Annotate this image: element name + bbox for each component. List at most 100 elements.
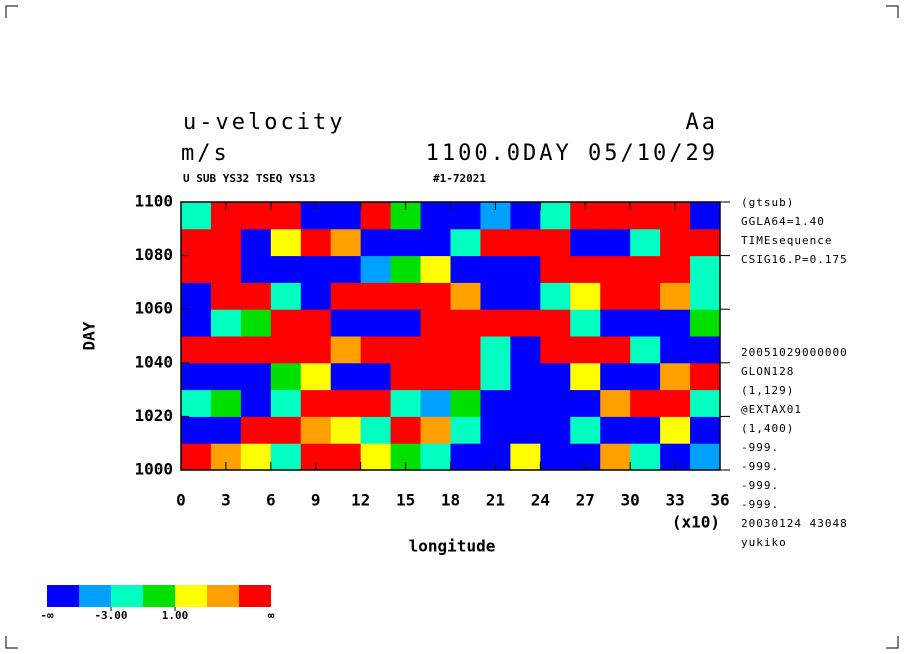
- heat-cell: [270, 389, 302, 417]
- heat-cell: [360, 416, 392, 444]
- heat-cell: [630, 389, 661, 417]
- heat-cell: [540, 336, 571, 364]
- heat-cell: [510, 228, 541, 257]
- heat-cell: [181, 336, 212, 364]
- heat-cell: [181, 228, 212, 257]
- heat-cell: [480, 282, 511, 310]
- heat-cell: [270, 362, 302, 391]
- heat-cell: [600, 309, 631, 337]
- x-axis-label: longitude: [409, 537, 496, 556]
- y-tick-label: 1060: [134, 299, 173, 318]
- x-tick-label: 3: [221, 491, 231, 510]
- heat-cell: [330, 389, 362, 417]
- heat-cell: [570, 389, 601, 417]
- colorbar-swatch: [175, 585, 207, 607]
- x-tick-label: 9: [311, 491, 321, 510]
- heat-cell: [510, 202, 541, 230]
- heat-cell: [480, 309, 511, 337]
- heat-cell: [240, 228, 272, 257]
- heat-cell: [270, 443, 302, 471]
- heat-cell: [660, 282, 691, 310]
- heat-cell: [450, 443, 481, 471]
- heat-cell: [420, 416, 451, 444]
- heat-cell: [300, 362, 332, 391]
- heat-cell: [360, 443, 392, 471]
- heat-cell: [270, 309, 302, 337]
- heat-cell: [600, 336, 631, 364]
- heat-cell: [240, 202, 272, 230]
- heat-cell: [570, 336, 601, 364]
- heat-cell: [510, 362, 541, 391]
- heat-cell: [300, 336, 332, 364]
- heat-cell: [330, 443, 362, 471]
- heat-cell: [660, 228, 691, 257]
- heat-cell: [360, 202, 392, 230]
- heat-cell: [600, 255, 631, 283]
- heat-cell: [540, 282, 571, 310]
- heat-cell: [330, 309, 362, 337]
- heat-cell: [570, 255, 601, 283]
- heat-cell: [420, 255, 451, 283]
- heat-cell: [360, 228, 392, 257]
- heat-cell: [510, 282, 541, 310]
- heat-cell: [540, 389, 571, 417]
- heat-cell: [420, 336, 451, 364]
- heat-cell: [330, 228, 362, 257]
- heat-cell: [330, 202, 362, 230]
- x-tick-label: 0: [176, 491, 186, 510]
- heat-cell: [360, 309, 392, 337]
- heat-cell: [690, 362, 721, 391]
- heat-cell: [210, 282, 242, 310]
- heat-cell: [450, 255, 481, 283]
- heat-cell: [630, 443, 661, 471]
- heat-cell: [630, 362, 661, 391]
- heat-cell: [300, 389, 332, 417]
- colorbar-swatch: [111, 585, 143, 607]
- annotation: @EXTAX01: [741, 403, 802, 416]
- heat-cell: [690, 443, 721, 471]
- heat-cell: [270, 228, 302, 257]
- x-tick-label: 12: [351, 491, 370, 510]
- heat-cell: [390, 282, 422, 310]
- heat-cell: [360, 362, 392, 391]
- x-tick-label: 15: [396, 491, 415, 510]
- annotation: yukiko: [741, 536, 787, 549]
- heat-cell: [240, 362, 272, 391]
- annotation: -999.: [741, 460, 779, 473]
- heat-cell: [210, 362, 242, 391]
- heat-cell: [420, 389, 451, 417]
- heat-cell: [660, 362, 691, 391]
- heat-cell: [600, 443, 631, 471]
- heat-cell: [300, 309, 332, 337]
- x-tick-label: 36: [710, 491, 729, 510]
- y-tick-label: 1100: [134, 192, 173, 211]
- x-tick-label: 21: [486, 491, 505, 510]
- heat-cell: [450, 389, 481, 417]
- heat-cell: [600, 228, 631, 257]
- annotation: (gtsub): [741, 196, 794, 209]
- subtitle: U SUB YS32 TSEQ YS13: [183, 172, 315, 185]
- annotation: 20030124 43048: [741, 517, 848, 530]
- heat-cell: [630, 255, 661, 283]
- heat-cell: [270, 336, 302, 364]
- heat-cell: [420, 282, 451, 310]
- heat-cell: [300, 416, 332, 444]
- colorbar-swatch: [79, 585, 111, 607]
- heat-cell: [330, 336, 362, 364]
- y-tick-label: 1020: [134, 406, 173, 425]
- heat-cell: [270, 416, 302, 444]
- heat-cell: [660, 416, 691, 444]
- heat-cell: [330, 282, 362, 310]
- heat-cell: [240, 255, 272, 283]
- colorbar-swatch: [47, 585, 79, 607]
- heat-cell: [510, 443, 541, 471]
- y-axis-label: DAY: [80, 321, 99, 350]
- heat-cell: [570, 309, 601, 337]
- heat-cell: [510, 309, 541, 337]
- colorbar-label: ∞: [268, 609, 275, 622]
- heat-cell: [570, 416, 601, 444]
- heat-cell: [210, 309, 242, 337]
- heat-cell: [660, 309, 691, 337]
- colorbar-swatch: [143, 585, 175, 607]
